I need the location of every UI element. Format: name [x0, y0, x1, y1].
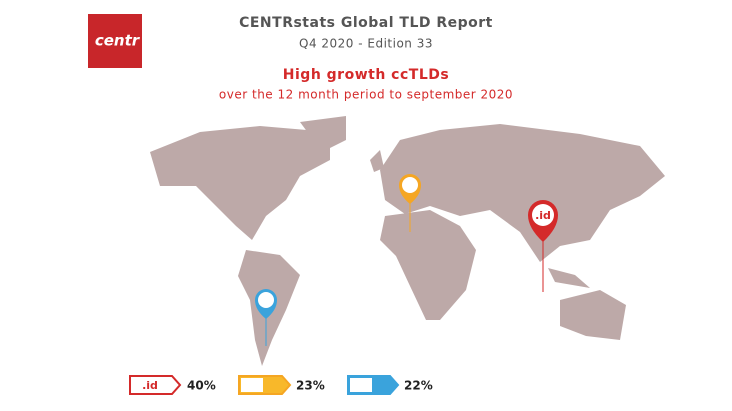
legend-label: .id — [142, 379, 158, 392]
australia — [560, 290, 626, 340]
heading-subtitle: over the 12 month period to september 20… — [219, 88, 513, 102]
world-map — [150, 116, 665, 366]
legend-swatch — [129, 375, 182, 395]
legend: .id 40% 23% 22% — [129, 375, 433, 395]
logo-box — [88, 14, 142, 68]
north-america — [150, 126, 330, 240]
pin-label: .id — [535, 209, 551, 222]
eurasia — [380, 124, 665, 262]
uk — [370, 150, 384, 172]
africa — [380, 210, 476, 320]
greenland — [300, 116, 346, 152]
pin-inner — [532, 204, 554, 226]
legend-share: 40% — [187, 379, 216, 393]
report-title: CENTRstats Global TLD Report — [239, 15, 493, 31]
legend-share: 23% — [296, 379, 325, 393]
legend-icon — [241, 378, 263, 392]
logo-text: centr — [95, 32, 141, 50]
pin-id: .id — [528, 200, 558, 292]
pin-inner — [402, 177, 418, 193]
pin-blue — [255, 289, 277, 346]
heading-title: High growth ccTLDs — [283, 67, 449, 83]
logo: centr — [88, 14, 142, 68]
legend-icon — [350, 378, 372, 392]
legend-share: 22% — [404, 379, 433, 393]
pin-inner — [258, 292, 274, 308]
indonesia — [548, 268, 590, 288]
report-subtitle: Q4 2020 - Edition 33 — [299, 37, 433, 51]
pin-orange — [399, 174, 421, 232]
